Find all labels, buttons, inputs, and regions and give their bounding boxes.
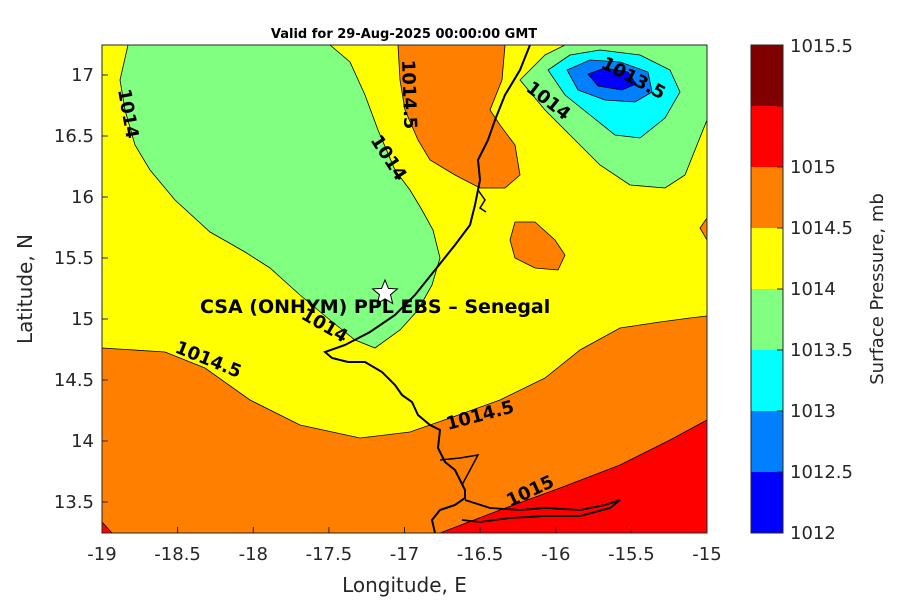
x-tick-label: -15.5 bbox=[608, 544, 655, 565]
station-star-icon bbox=[371, 278, 399, 305]
colorbar-tick-label: 1012 bbox=[790, 523, 836, 544]
colorbar-swatch bbox=[751, 106, 783, 167]
colorbar-tick-label: 1013 bbox=[790, 401, 836, 422]
gambia-border bbox=[461, 499, 621, 523]
colorbar-swatch bbox=[751, 228, 783, 289]
pressure-band-1014-5-blob bbox=[509, 221, 566, 271]
x-axis-label: Longitude, E bbox=[342, 573, 467, 597]
y-tick-label: 14 bbox=[71, 431, 94, 452]
colorbar-swatch bbox=[751, 289, 783, 350]
x-tick-label: -17.5 bbox=[306, 544, 353, 565]
colorbar: 1012 1012.5 1013 1013.5 1014 1014.5 1015… bbox=[750, 36, 888, 544]
colorbar-tick-label: 1015 bbox=[790, 157, 836, 178]
colorbar-tick-label: 1013.5 bbox=[790, 340, 853, 361]
pressure-band-1014-5-edge bbox=[699, 217, 707, 241]
x-axis: -19 -18.5 -18 -17.5 -17 -16.5 -16 -15.5 … bbox=[87, 527, 722, 597]
contour-fill bbox=[102, 45, 707, 533]
y-tick-label: 14.5 bbox=[54, 370, 94, 391]
pressure-band-1013-5-west bbox=[119, 45, 441, 349]
y-axis-label: Latitude, N bbox=[13, 234, 37, 344]
chart-title: Valid for 29-Aug-2025 00:00:00 GMT bbox=[271, 27, 537, 42]
colorbar-swatch bbox=[751, 167, 783, 228]
x-tick-label: -19 bbox=[87, 544, 116, 565]
pressure-band-1012 bbox=[587, 67, 637, 91]
pressure-band-1015-corner bbox=[102, 521, 113, 533]
colorbar-swatch bbox=[751, 411, 783, 472]
y-tick-label: 15 bbox=[71, 309, 94, 330]
x-tick-label: -15 bbox=[692, 544, 721, 565]
y-tick-label: 13.5 bbox=[54, 492, 94, 513]
colorbar-tick-label: 1015.5 bbox=[790, 36, 853, 57]
colorbar-swatch bbox=[751, 45, 783, 106]
y-tick-label: 16 bbox=[71, 187, 94, 208]
x-tick-label: -17 bbox=[390, 544, 419, 565]
coastline-detail bbox=[477, 189, 487, 213]
x-tick-label: -16.5 bbox=[457, 544, 504, 565]
colorbar-swatch bbox=[751, 472, 783, 533]
coastline bbox=[323, 45, 531, 533]
colorbar-swatch bbox=[751, 350, 783, 411]
colorbar-label: Surface Pressure, mb bbox=[867, 193, 888, 385]
colorbar-tick-label: 1014 bbox=[790, 279, 836, 300]
y-axis: 13.5 14 14.5 15 15.5 16 16.5 17 Latitude… bbox=[13, 65, 108, 513]
y-tick-label: 15.5 bbox=[54, 248, 94, 269]
pressure-band-1014-5-north bbox=[397, 45, 521, 189]
colorbar-tick-label: 1014.5 bbox=[790, 218, 853, 239]
x-tick-label: -16 bbox=[541, 544, 570, 565]
y-tick-label: 17 bbox=[71, 65, 94, 86]
y-tick-label: 16.5 bbox=[54, 126, 94, 147]
x-tick-label: -18.5 bbox=[154, 544, 201, 565]
river-estuary bbox=[439, 454, 480, 486]
station-label: CSA (ONHYM) PPL EBS – Senegal bbox=[200, 296, 550, 318]
pressure-band-1015 bbox=[439, 419, 707, 533]
colorbar-tick-label: 1012.5 bbox=[790, 462, 853, 483]
pressure-band-1014-5-south bbox=[102, 315, 707, 533]
x-tick-label: -18 bbox=[239, 544, 268, 565]
contour-label: 1014.5 bbox=[397, 59, 420, 129]
